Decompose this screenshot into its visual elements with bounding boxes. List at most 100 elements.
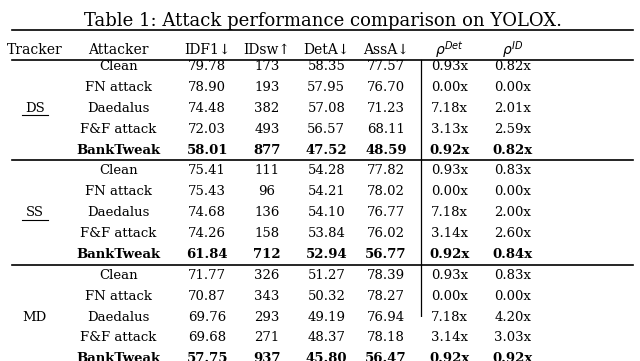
Text: 75.43: 75.43 (188, 185, 226, 198)
Text: 3.14x: 3.14x (431, 227, 468, 240)
Text: DetA↓: DetA↓ (303, 43, 349, 57)
Text: 712: 712 (253, 248, 280, 261)
Text: Daedalus: Daedalus (87, 310, 150, 323)
Text: 58.35: 58.35 (307, 60, 345, 73)
Text: 78.27: 78.27 (367, 290, 405, 303)
Text: 0.00x: 0.00x (431, 81, 468, 94)
Text: 0.00x: 0.00x (494, 185, 531, 198)
Text: 56.47: 56.47 (365, 352, 406, 361)
Text: 0.93x: 0.93x (431, 269, 468, 282)
Text: DS: DS (25, 102, 45, 115)
Text: 937: 937 (253, 352, 280, 361)
Text: FN attack: FN attack (85, 185, 152, 198)
Text: $\rho^{Det}$: $\rho^{Det}$ (435, 39, 464, 61)
Text: Tracker: Tracker (7, 43, 63, 57)
Text: 54.28: 54.28 (307, 164, 345, 177)
Text: 76.94: 76.94 (367, 310, 405, 323)
Text: 76.70: 76.70 (367, 81, 405, 94)
Text: 326: 326 (254, 269, 280, 282)
Text: 158: 158 (254, 227, 279, 240)
Text: 53.84: 53.84 (307, 227, 345, 240)
Text: 72.03: 72.03 (188, 123, 226, 136)
Text: 0.00x: 0.00x (494, 290, 531, 303)
Text: 68.11: 68.11 (367, 123, 405, 136)
Text: 48.59: 48.59 (365, 144, 406, 157)
Text: 56.57: 56.57 (307, 123, 346, 136)
Text: 382: 382 (254, 102, 280, 115)
Text: 76.77: 76.77 (367, 206, 405, 219)
Text: 2.59x: 2.59x (494, 123, 531, 136)
Text: 3.03x: 3.03x (494, 331, 531, 344)
Text: 58.01: 58.01 (186, 144, 228, 157)
Text: IDsw↑: IDsw↑ (243, 43, 291, 57)
Text: 136: 136 (254, 206, 280, 219)
Text: 173: 173 (254, 60, 280, 73)
Text: 0.92x: 0.92x (429, 144, 469, 157)
Text: $\rho^{ID}$: $\rho^{ID}$ (502, 39, 524, 61)
Text: 3.13x: 3.13x (431, 123, 468, 136)
Text: 70.87: 70.87 (188, 290, 226, 303)
Text: 47.52: 47.52 (305, 144, 347, 157)
Text: 74.68: 74.68 (188, 206, 226, 219)
Text: F&F attack: F&F attack (81, 331, 157, 344)
Text: F&F attack: F&F attack (81, 227, 157, 240)
Text: 0.82x: 0.82x (494, 60, 531, 73)
Text: 51.27: 51.27 (307, 269, 345, 282)
Text: 61.84: 61.84 (186, 248, 228, 261)
Text: 0.82x: 0.82x (493, 144, 532, 157)
Text: FN attack: FN attack (85, 290, 152, 303)
Text: 0.00x: 0.00x (494, 81, 531, 94)
Text: Clean: Clean (99, 269, 138, 282)
Text: 45.80: 45.80 (305, 352, 347, 361)
Text: F&F attack: F&F attack (81, 123, 157, 136)
Text: FN attack: FN attack (85, 81, 152, 94)
Text: 0.83x: 0.83x (494, 164, 531, 177)
Text: 2.00x: 2.00x (494, 206, 531, 219)
Text: 0.92x: 0.92x (429, 248, 469, 261)
Text: 74.26: 74.26 (188, 227, 226, 240)
Text: 57.08: 57.08 (307, 102, 345, 115)
Text: 111: 111 (254, 164, 279, 177)
Text: 193: 193 (254, 81, 280, 94)
Text: 78.39: 78.39 (367, 269, 405, 282)
Text: 57.75: 57.75 (186, 352, 228, 361)
Text: 877: 877 (253, 144, 280, 157)
Text: Attacker: Attacker (88, 43, 148, 57)
Text: 69.76: 69.76 (188, 310, 227, 323)
Text: BankTweak: BankTweak (76, 248, 161, 261)
Text: 77.57: 77.57 (367, 60, 405, 73)
Text: 76.02: 76.02 (367, 227, 405, 240)
Text: 52.94: 52.94 (305, 248, 348, 261)
Text: 78.90: 78.90 (188, 81, 226, 94)
Text: MD: MD (23, 310, 47, 323)
Text: 7.18x: 7.18x (431, 206, 468, 219)
Text: 0.00x: 0.00x (431, 290, 468, 303)
Text: 75.41: 75.41 (188, 164, 226, 177)
Text: 74.48: 74.48 (188, 102, 226, 115)
Text: 0.92x: 0.92x (492, 352, 532, 361)
Text: 7.18x: 7.18x (431, 102, 468, 115)
Text: 69.68: 69.68 (188, 331, 227, 344)
Text: Clean: Clean (99, 164, 138, 177)
Text: 3.14x: 3.14x (431, 331, 468, 344)
Text: IDF1↓: IDF1↓ (184, 43, 230, 57)
Text: 71.77: 71.77 (188, 269, 227, 282)
Text: 50.32: 50.32 (307, 290, 345, 303)
Text: 57.95: 57.95 (307, 81, 346, 94)
Text: 0.92x: 0.92x (429, 352, 469, 361)
Text: 0.00x: 0.00x (431, 185, 468, 198)
Text: 0.93x: 0.93x (431, 60, 468, 73)
Text: Clean: Clean (99, 60, 138, 73)
Text: 71.23: 71.23 (367, 102, 405, 115)
Text: 79.78: 79.78 (188, 60, 227, 73)
Text: 0.93x: 0.93x (431, 164, 468, 177)
Text: Daedalus: Daedalus (87, 102, 150, 115)
Text: 271: 271 (254, 331, 280, 344)
Text: 7.18x: 7.18x (431, 310, 468, 323)
Text: Table 1: Attack performance comparison on YOLOX.: Table 1: Attack performance comparison o… (84, 12, 561, 30)
Text: 49.19: 49.19 (307, 310, 346, 323)
Text: 78.02: 78.02 (367, 185, 405, 198)
Text: 293: 293 (254, 310, 280, 323)
Text: 54.10: 54.10 (307, 206, 345, 219)
Text: 4.20x: 4.20x (494, 310, 531, 323)
